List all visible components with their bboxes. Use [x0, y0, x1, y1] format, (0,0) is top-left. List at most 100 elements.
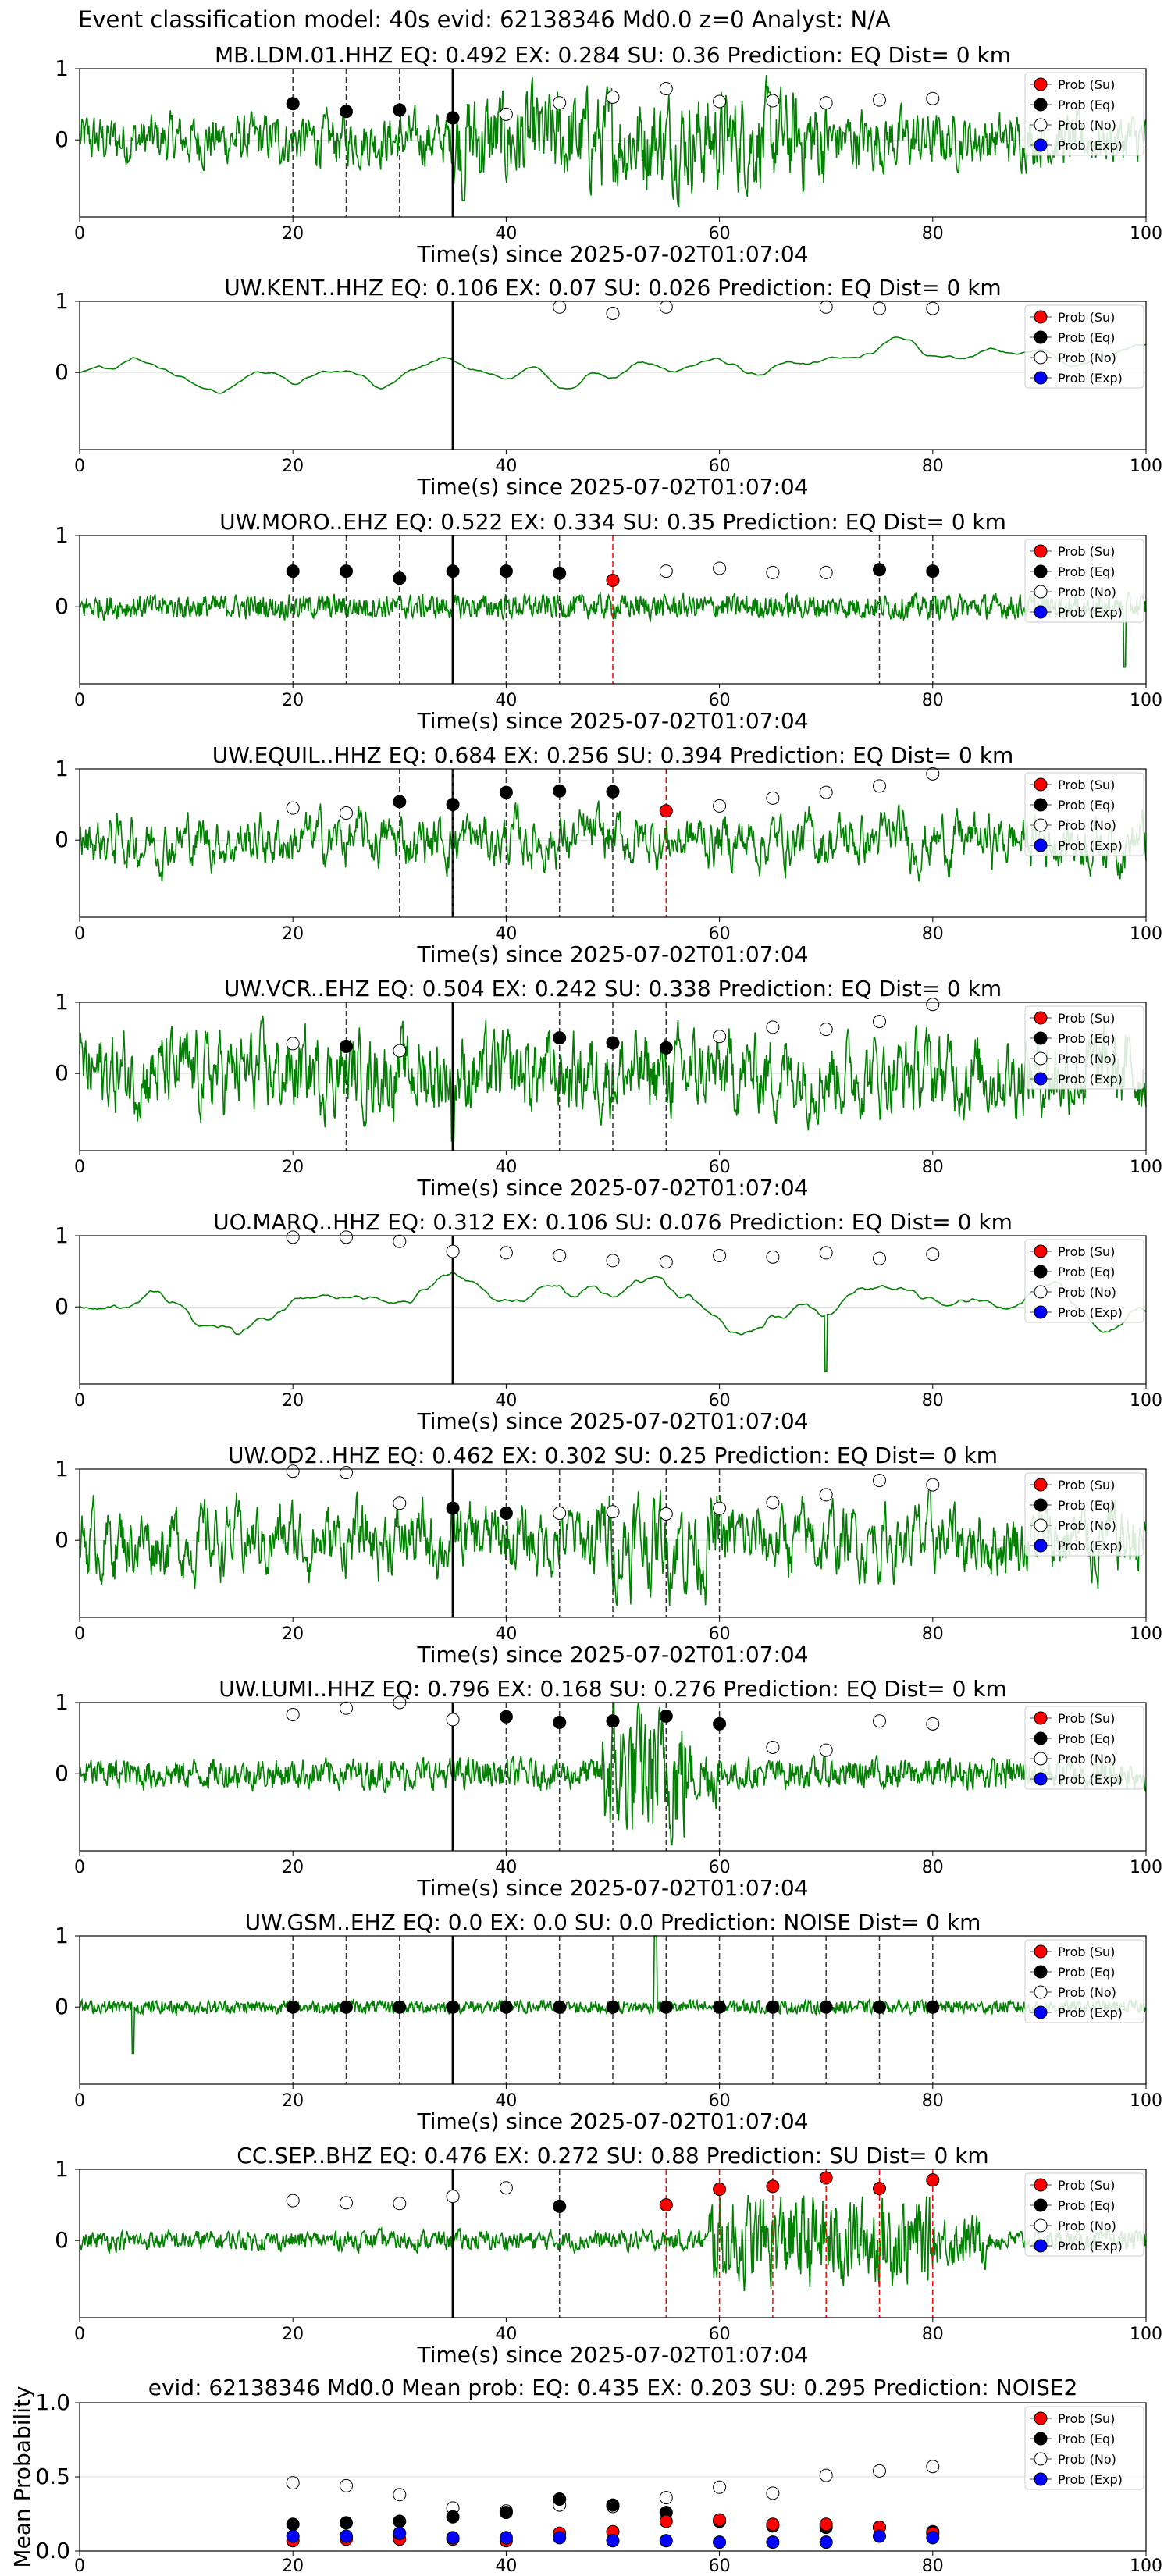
x-tick-label: 40 [495, 924, 517, 944]
prob-eq-marker [499, 2000, 513, 2014]
prob-no-marker [499, 2181, 513, 2195]
prob-no-marker [659, 2491, 673, 2505]
y-tick-label: 0 [55, 1527, 69, 1553]
y-tick-label: 0 [55, 359, 69, 385]
prob-eq-marker [340, 2000, 353, 2014]
prob-eq-marker [499, 1507, 513, 1521]
prob-no-marker [553, 300, 567, 314]
legend-label: Prob (Exp) [1058, 1305, 1123, 1320]
panel-title: evid: 62138346 Md0.0 Mean prob: EQ: 0.43… [148, 2375, 1078, 2400]
legend: Prob (Su) Prob (Eq) Prob (No) Prob (Exp) [1024, 1939, 1144, 2023]
legend-marker [1034, 2178, 1048, 2192]
x-axis-label: Time(s) since 2025-07-02T01:07:04 [416, 941, 808, 967]
legend-marker [1034, 838, 1048, 852]
prob-no-marker [286, 2194, 300, 2208]
x-tick-label: 20 [282, 1858, 304, 1877]
x-tick-label: 20 [282, 2091, 304, 2111]
plot-frame [79, 535, 1147, 685]
prob-no-marker [873, 301, 886, 315]
x-tick-label: 80 [922, 2556, 944, 2576]
prob-eq-marker [446, 564, 460, 578]
prob-no-marker [713, 1501, 727, 1515]
legend-label: Prob (Su) [1058, 1244, 1115, 1259]
station-panel: Prob (Su) Prob (Eq) Prob (No) Prob (Exp) UW.… [55, 1443, 1162, 1667]
legend: Prob (Su) Prob (Eq) Prob (No) Prob (Exp) [1024, 1005, 1144, 1090]
prob-no-marker [713, 561, 727, 575]
x-tick-label: 60 [709, 2325, 731, 2344]
prob-no-marker [446, 2190, 460, 2204]
x-tick-label: 40 [495, 1391, 517, 1411]
legend-marker [1034, 1478, 1048, 1492]
prob-no-marker [659, 1507, 673, 1521]
prob-eq-marker [393, 2514, 407, 2528]
legend-marker [1034, 798, 1048, 812]
legend-label: Prob (Su) [1058, 1711, 1115, 1726]
legend-label: Prob (Exp) [1058, 1539, 1123, 1553]
prob-no-marker [819, 2468, 833, 2482]
x-tick-label: 40 [495, 2091, 517, 2111]
legend-marker [1034, 1944, 1048, 1959]
legend-label: Prob (Eq) [1058, 564, 1115, 579]
panel-title: UO.MARQ..HHZ EQ: 0.312 EX: 0.106 SU: 0.0… [213, 1209, 1013, 1235]
legend-label: Prob (Exp) [1058, 2005, 1123, 2020]
prob-eq-marker [553, 2199, 567, 2213]
legend-box [1024, 2406, 1144, 2490]
legend-marker [1034, 371, 1048, 385]
legend-marker [1034, 2432, 1048, 2446]
legend-marker [1034, 1731, 1048, 1745]
prob-no-marker [819, 1246, 833, 1260]
y-tick-label: 1 [55, 522, 69, 548]
prob-no-marker [873, 779, 886, 793]
x-tick-label: 100 [1130, 1858, 1162, 1877]
legend-box [1024, 2172, 1144, 2257]
waveform-trace [79, 1271, 1147, 1372]
x-tick-label: 100 [1130, 2091, 1162, 2111]
y-tick-label: 1.0 [35, 2389, 70, 2415]
legend-label: Prob (Exp) [1058, 138, 1123, 153]
x-tick-label: 40 [495, 691, 517, 710]
y-tick-label: 0 [55, 827, 69, 852]
legend-label: Prob (No) [1058, 2452, 1116, 2467]
legend-label: Prob (Eq) [1058, 1265, 1115, 1279]
station-panel: Prob (Su) Prob (Eq) Prob (No) Prob (Exp) MB.… [55, 42, 1162, 267]
legend-box [1024, 1239, 1144, 1323]
prob-eq-marker [873, 2000, 886, 2014]
plot-area [80, 2169, 1146, 2318]
prob-no-marker [873, 2464, 886, 2478]
prob-su-marker [659, 2514, 673, 2528]
prob-no-marker [926, 1717, 940, 1731]
prob-exp-marker [659, 2534, 673, 2548]
prob-su-marker [659, 2198, 673, 2212]
legend-marker [1034, 1752, 1048, 1766]
legend-marker [1034, 544, 1048, 558]
plot-frame [79, 1468, 1147, 1618]
legend-label: Prob (Su) [1058, 544, 1115, 559]
station-panel: Prob (Su) Prob (Eq) Prob (No) Prob (Exp) UW.… [55, 742, 1162, 967]
prob-eq-marker [819, 2000, 833, 2014]
legend-box [1024, 1472, 1144, 1557]
y-tick-label: 0 [55, 126, 69, 152]
prob-eq-marker [393, 571, 407, 585]
legend-label: Prob (Su) [1058, 310, 1115, 325]
x-tick-label: 80 [922, 1158, 944, 1177]
prob-exp-marker [393, 2526, 407, 2540]
legend-marker [1034, 2005, 1048, 2019]
legend-label: Prob (Su) [1058, 2178, 1115, 2193]
plot-frame [79, 68, 1147, 218]
prob-exp-marker [606, 2534, 620, 2548]
prob-no-marker [819, 565, 833, 579]
prob-eq-marker [606, 1036, 620, 1050]
x-tick-label: 100 [1130, 1624, 1162, 1644]
legend-marker [1034, 564, 1048, 578]
legend-label: Prob (No) [1058, 1285, 1116, 1300]
panel-title: UW.GSM..EHZ EQ: 0.0 EX: 0.0 SU: 0.0 Pred… [245, 1909, 981, 1935]
prob-eq-marker [553, 2492, 567, 2506]
prob-no-marker [286, 801, 300, 815]
prob-no-marker [926, 2460, 940, 2474]
prob-su-marker [766, 2179, 780, 2194]
x-tick-label: 20 [282, 2325, 304, 2344]
prob-no-marker [766, 1496, 780, 1510]
prob-no-marker [766, 791, 780, 805]
prob-eq-marker [393, 795, 407, 809]
